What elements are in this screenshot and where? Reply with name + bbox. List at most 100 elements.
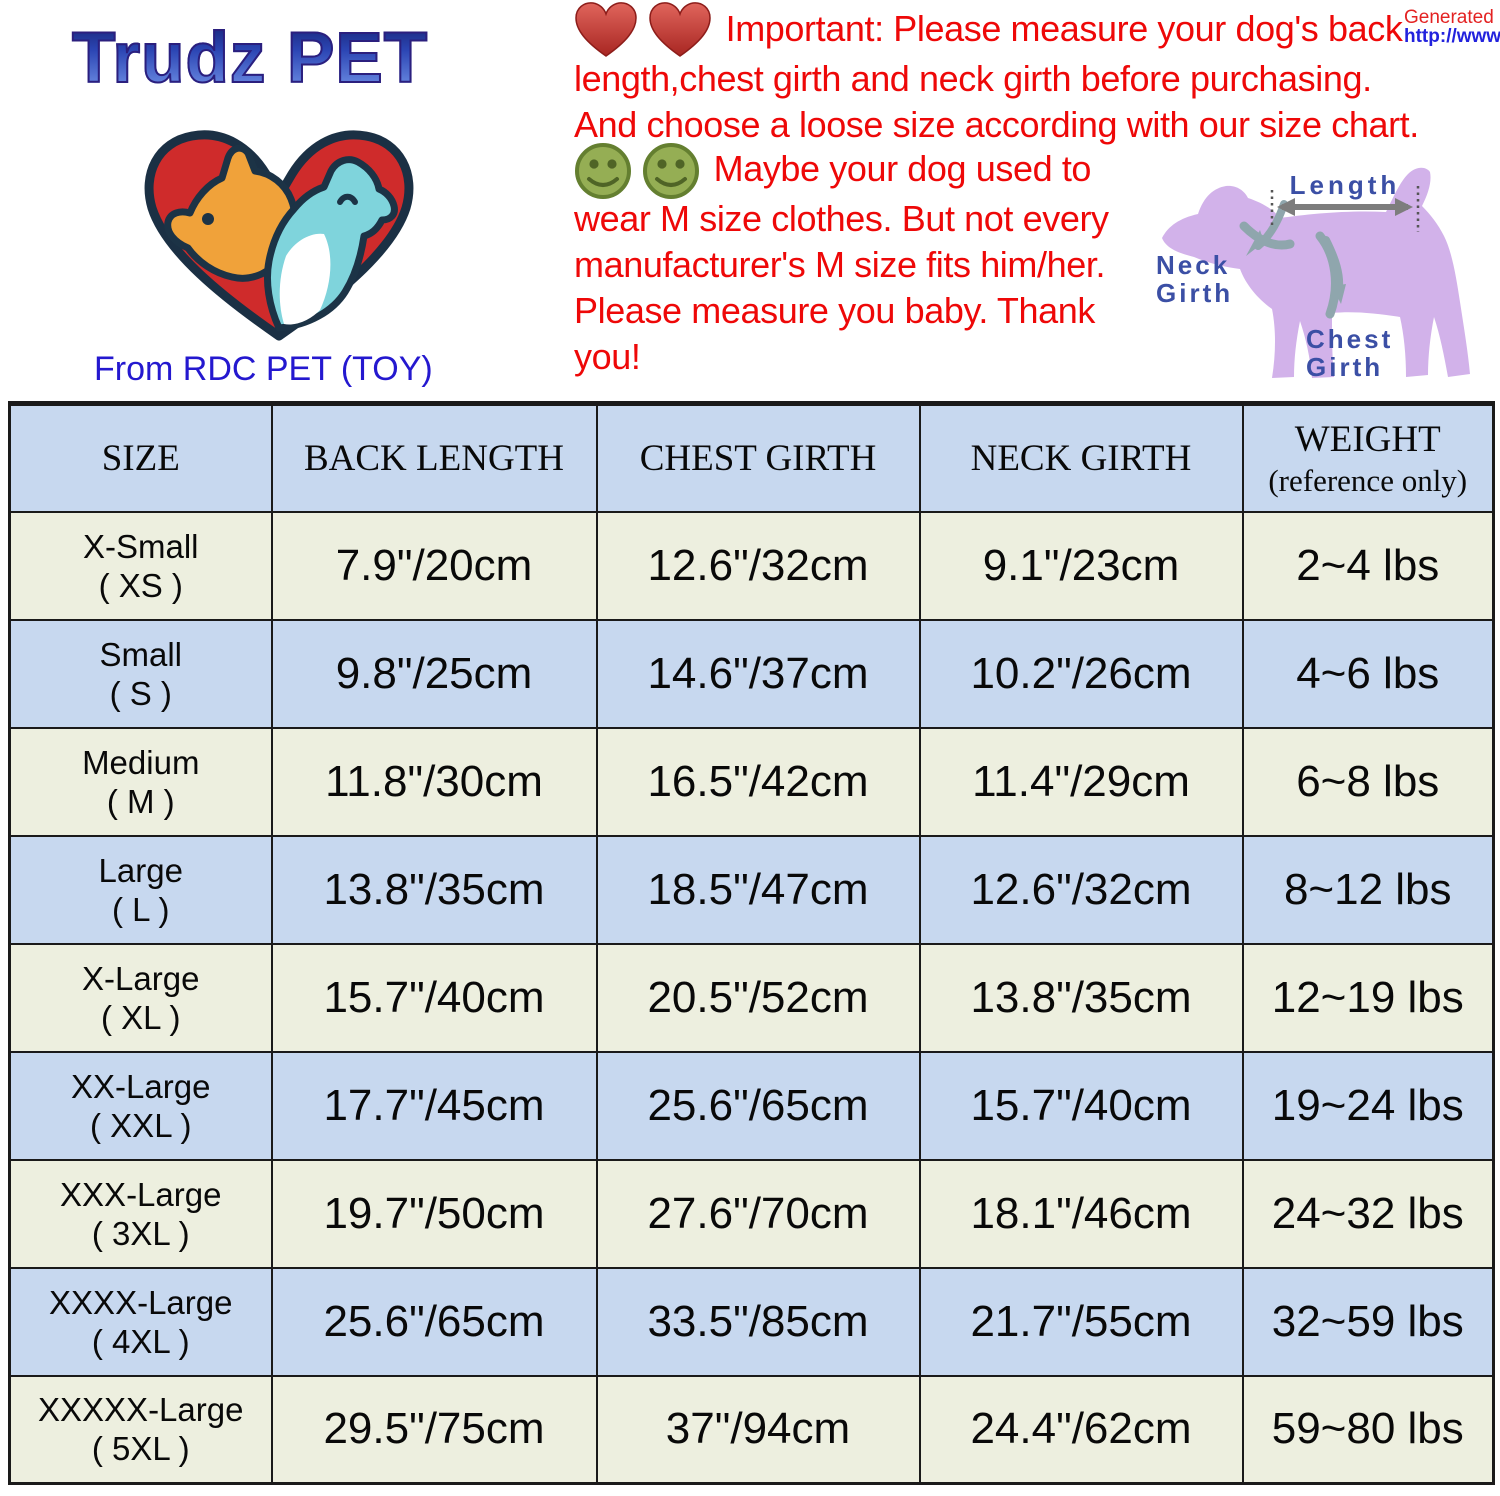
cell-chest-girth: 14.6"/37cm bbox=[595, 618, 921, 729]
cell-size: XXXXX-Large ( 5XL ) bbox=[8, 1374, 273, 1485]
cell-weight: 4~6 lbs bbox=[1241, 618, 1495, 729]
cell-chest-girth: 12.6"/32cm bbox=[595, 510, 921, 621]
neck-girth-label-1: Neck bbox=[1156, 250, 1230, 280]
cell-chest-girth: 37"/94cm bbox=[595, 1374, 921, 1485]
size-code: ( M ) bbox=[106, 782, 175, 820]
table-row: X-Small ( XS ) 7.9"/20cm 12.6"/32cm 9.1"… bbox=[8, 510, 1495, 621]
cell-back-length: 25.6"/65cm bbox=[270, 1266, 598, 1377]
size-table-body: X-Small ( XS ) 7.9"/20cm 12.6"/32cm 9.1"… bbox=[8, 510, 1495, 1485]
cell-weight: 8~12 lbs bbox=[1241, 834, 1495, 945]
length-arrowhead-right bbox=[1395, 198, 1413, 216]
cell-neck-girth: 21.7"/55cm bbox=[918, 1266, 1244, 1377]
size-code: ( XXL ) bbox=[90, 1106, 192, 1144]
cell-back-length: 9.8"/25cm bbox=[270, 618, 598, 729]
cell-neck-girth: 18.1"/46cm bbox=[918, 1158, 1244, 1269]
size-name: XX-Large bbox=[71, 1067, 211, 1105]
chest-girth-label-1: Chest bbox=[1306, 324, 1393, 354]
chest-girth-label-2: Girth bbox=[1306, 352, 1383, 382]
header-neck-girth: NECK GIRTH bbox=[918, 402, 1244, 513]
cell-back-length: 15.7"/40cm bbox=[270, 942, 598, 1053]
notice-line: Please measure you baby. Thank bbox=[574, 290, 1095, 331]
cell-weight: 32~59 lbs bbox=[1241, 1266, 1495, 1377]
cell-back-length: 29.5"/75cm bbox=[270, 1374, 598, 1485]
size-name: XXX-Large bbox=[60, 1175, 222, 1213]
table-row: XX-Large ( XXL ) 17.7"/45cm 25.6"/65cm 1… bbox=[8, 1050, 1495, 1161]
size-chart-table: SIZE BACK LENGTH CHEST GIRTH NECK GIRTH … bbox=[8, 401, 1495, 1485]
size-code: ( 5XL ) bbox=[91, 1430, 190, 1468]
dog-silhouette bbox=[1162, 167, 1470, 378]
notice-line: Maybe your dog used to bbox=[713, 148, 1092, 189]
header-size: SIZE bbox=[8, 402, 273, 513]
table-row: XXXXX-Large ( 5XL ) 29.5"/75cm 37"/94cm … bbox=[8, 1374, 1495, 1485]
notice-measure: Maybe your dog used to wear M size cloth… bbox=[574, 143, 1174, 380]
table-row: Small ( S ) 9.8"/25cm 14.6"/37cm 10.2"/2… bbox=[8, 618, 1495, 729]
measurement-diagram: Length Neck Girth Chest Girth bbox=[1156, 167, 1470, 382]
cell-neck-girth: 15.7"/40cm bbox=[918, 1050, 1244, 1161]
cell-chest-girth: 20.5"/52cm bbox=[595, 942, 921, 1053]
table-row: XXX-Large ( 3XL ) 19.7"/50cm 27.6"/70cm … bbox=[8, 1158, 1495, 1269]
notice-line: And choose a loose size according with o… bbox=[574, 104, 1419, 145]
heart-icon bbox=[648, 2, 711, 57]
size-name: Small bbox=[99, 635, 183, 673]
brand-heart-dogs-logo bbox=[144, 130, 414, 341]
cell-back-length: 17.7"/45cm bbox=[270, 1050, 598, 1161]
cell-neck-girth: 9.1"/23cm bbox=[918, 510, 1244, 621]
cell-size: Small ( S ) bbox=[8, 618, 273, 729]
cell-back-length: 7.9"/20cm bbox=[270, 510, 598, 621]
teal-dog-eye bbox=[337, 193, 358, 205]
size-name: Medium bbox=[82, 743, 200, 781]
notice-important: Important: Please measure your dog's bac… bbox=[574, 2, 1500, 148]
cell-chest-girth: 16.5"/42cm bbox=[595, 726, 921, 837]
cell-weight: 2~4 lbs bbox=[1241, 510, 1495, 621]
notice-line: length,chest girth and neck girth before… bbox=[574, 58, 1372, 99]
cell-neck-girth: 12.6"/32cm bbox=[918, 834, 1244, 945]
cell-size: X-Small ( XS ) bbox=[8, 510, 273, 621]
size-name: X-Small bbox=[82, 527, 199, 565]
header-weight-sub: (reference only) bbox=[1268, 462, 1468, 498]
watermark: Generated b http://www.fc bbox=[1404, 8, 1500, 46]
size-name: XXXX-Large bbox=[49, 1283, 233, 1321]
cell-weight: 19~24 lbs bbox=[1241, 1050, 1495, 1161]
teal-dog-chest-patch bbox=[279, 233, 331, 325]
cell-size: Medium ( M ) bbox=[8, 726, 273, 837]
cell-weight: 6~8 lbs bbox=[1241, 726, 1495, 837]
cell-back-length: 11.8"/30cm bbox=[270, 726, 598, 837]
size-name: XXXXX-Large bbox=[38, 1391, 244, 1429]
length-label: Length bbox=[1290, 170, 1401, 200]
table-header-row: SIZE BACK LENGTH CHEST GIRTH NECK GIRTH … bbox=[8, 402, 1495, 513]
cell-size: XX-Large ( XXL ) bbox=[8, 1050, 273, 1161]
orange-dog-eye bbox=[202, 213, 214, 225]
cell-chest-girth: 33.5"/85cm bbox=[595, 1266, 921, 1377]
cell-neck-girth: 11.4"/29cm bbox=[918, 726, 1244, 837]
notice-line: you! bbox=[574, 336, 641, 377]
cell-chest-girth: 25.6"/65cm bbox=[595, 1050, 921, 1161]
header-chest-girth: CHEST GIRTH bbox=[595, 402, 921, 513]
cell-chest-girth: 18.5"/47cm bbox=[595, 834, 921, 945]
cell-size: Large ( L ) bbox=[8, 834, 273, 945]
cell-weight: 12~19 lbs bbox=[1241, 942, 1495, 1053]
cell-weight: 59~80 lbs bbox=[1241, 1374, 1495, 1485]
notice-line: Important: Please measure your dog's bac… bbox=[725, 8, 1403, 49]
neck-arrowhead bbox=[1246, 230, 1264, 256]
watermark-line2: http://www.fc bbox=[1404, 26, 1500, 46]
size-name: Large bbox=[98, 851, 183, 889]
cell-size: XXXX-Large ( 4XL ) bbox=[8, 1266, 273, 1377]
smiley-icon bbox=[642, 143, 699, 199]
size-code: ( L ) bbox=[112, 890, 170, 928]
notice-line: manufacturer's M size fits him/her. bbox=[574, 244, 1106, 285]
table-row: X-Large ( XL ) 15.7"/40cm 20.5"/52cm 13.… bbox=[8, 942, 1495, 1053]
brand-subtitle: From RDC PET (TOY) bbox=[94, 350, 433, 388]
header-weight-main: WEIGHT bbox=[1294, 418, 1441, 460]
brand-title: Trudz PET bbox=[71, 18, 492, 99]
cell-size: X-Large ( XL ) bbox=[8, 942, 273, 1053]
notice-line: wear M size clothes. But not every bbox=[574, 198, 1109, 239]
table-row: Large ( L ) 13.8"/35cm 18.5"/47cm 12.6"/… bbox=[8, 834, 1495, 945]
table-row: XXXX-Large ( 4XL ) 25.6"/65cm 33.5"/85cm… bbox=[8, 1266, 1495, 1377]
heart-icon bbox=[575, 2, 637, 57]
size-name: X-Large bbox=[82, 959, 200, 997]
watermark-line1: Generated b bbox=[1404, 8, 1500, 28]
cell-neck-girth: 24.4"/62cm bbox=[918, 1374, 1244, 1485]
chest-girth-arrow bbox=[1322, 236, 1344, 292]
cell-chest-girth: 27.6"/70cm bbox=[595, 1158, 921, 1269]
size-code: ( XL ) bbox=[101, 998, 181, 1036]
